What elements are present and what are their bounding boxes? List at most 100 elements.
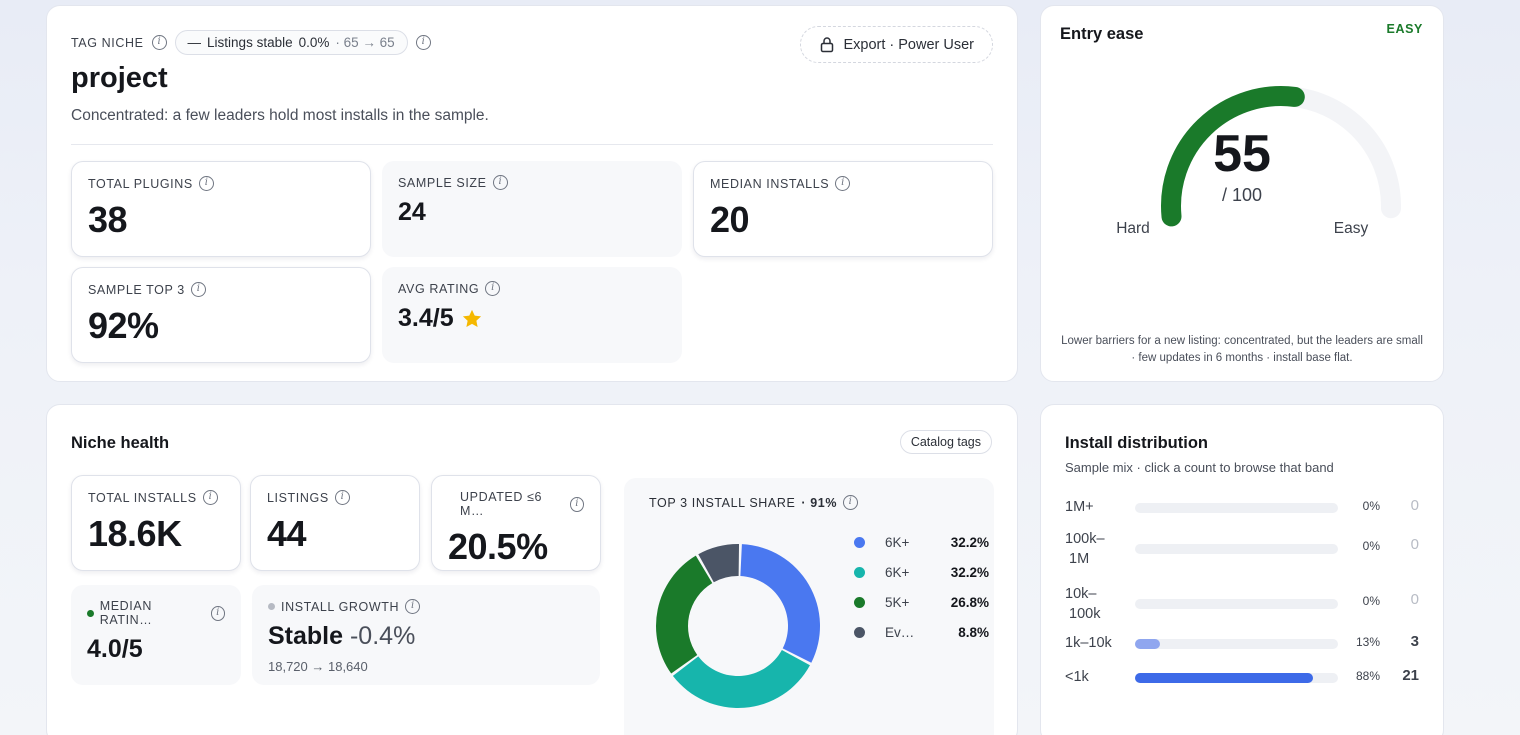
- donut-label: TOP 3 INSTALL SHARE: [649, 495, 796, 510]
- info-icon[interactable]: i: [415, 35, 431, 50]
- band-count-link[interactable]: 21: [1402, 667, 1419, 684]
- gauge-low-label: Hard: [1116, 220, 1150, 237]
- ease-badge: EASY: [1386, 22, 1423, 36]
- stat-label: TOTAL INSTALLS: [88, 490, 197, 505]
- entry-ease-card: Entry ease EASY 55 / 100 Hard Easy Lower…: [1040, 5, 1444, 382]
- info-icon[interactable]: i: [210, 605, 225, 621]
- stat-value: 24: [398, 198, 426, 226]
- info-icon[interactable]: i: [835, 176, 851, 191]
- donut-slice[interactable]: [740, 544, 820, 663]
- stat-install-growth: INSTALL GROWTH i Stable -0.4% 18,720 → 1…: [252, 585, 600, 685]
- stat-label: MEDIAN INSTALLS: [710, 176, 830, 191]
- donut-slice[interactable]: [656, 555, 713, 674]
- legend-swatch: [854, 596, 865, 608]
- stat-value: 4.0/5: [87, 635, 143, 663]
- band-label: <1k: [1065, 669, 1089, 685]
- install-share-donut: [656, 544, 820, 708]
- info-icon[interactable]: i: [151, 35, 167, 50]
- band-label: 1M+: [1065, 499, 1094, 515]
- gauge-score: 55: [1213, 125, 1271, 183]
- donut-slice[interactable]: [672, 649, 810, 708]
- legend-swatch: [854, 626, 865, 638]
- info-icon[interactable]: i: [190, 282, 206, 297]
- stat-value: 44: [267, 513, 307, 554]
- band-fill: [1135, 673, 1313, 683]
- pill-range: · 65 → 65: [335, 35, 395, 50]
- band-percent: 13%: [1355, 635, 1380, 649]
- tag-line: TAG NICHE i — Listings stable 0.0% · 65 …: [71, 30, 431, 55]
- stat-updated: UPDATED ≤6 M… i 20.5%: [431, 475, 601, 571]
- band-track: [1135, 599, 1338, 609]
- stat-value: 92%: [88, 305, 159, 346]
- band-track: [1135, 544, 1338, 554]
- top3-share-panel: TOP 3 INSTALL SHARE · 91% i 6K+ 32.2% 6K+ 3…: [624, 478, 994, 735]
- band-count-link[interactable]: 0: [1410, 591, 1419, 608]
- band-track: [1135, 673, 1338, 683]
- donut-value: · 91%: [801, 495, 838, 510]
- legend-item[interactable]: 6K+ 32.2%: [854, 527, 989, 557]
- band-track: [1135, 503, 1338, 513]
- band-percent: 0%: [1362, 594, 1380, 608]
- band-count-link[interactable]: 0: [1410, 497, 1419, 514]
- legend-value: 32.2%: [950, 534, 989, 550]
- stat-value: 20.5%: [448, 526, 548, 567]
- donut-legend: 6K+ 32.2% 6K+ 32.2% 5K+ 26.8% Ev… 8.8%: [854, 527, 989, 647]
- gauge-high-label: Easy: [1334, 220, 1369, 237]
- listings-trend-pill: — Listings stable 0.0% · 65 → 65: [174, 30, 408, 55]
- info-icon[interactable]: i: [485, 281, 501, 296]
- stat-value: 20: [710, 199, 750, 240]
- info-icon[interactable]: i: [202, 490, 218, 505]
- catalog-tags-button[interactable]: Catalog tags: [899, 430, 992, 454]
- star-icon: [462, 309, 481, 328]
- legend-swatch: [854, 536, 865, 548]
- stat-listings: LISTINGS i 44: [250, 475, 420, 571]
- info-icon[interactable]: i: [334, 490, 350, 505]
- pill-text: Listings stable: [207, 35, 293, 50]
- legend-value: 26.8%: [950, 594, 989, 610]
- legend-label: 6K+: [885, 564, 910, 580]
- export-label: Export · Power User: [843, 36, 974, 53]
- gauge-max: / 100: [1222, 185, 1262, 205]
- info-icon[interactable]: i: [198, 176, 214, 191]
- distribution-subtitle: Sample mix · click a count to browse tha…: [1065, 460, 1334, 475]
- stat-sample-top3: SAMPLE TOP 3 i 92%: [71, 267, 371, 363]
- legend-item[interactable]: Ev… 8.8%: [854, 617, 989, 647]
- legend-item[interactable]: 5K+ 26.8%: [854, 587, 989, 617]
- stat-label: SAMPLE SIZE: [398, 175, 487, 190]
- export-button[interactable]: Export · Power User: [800, 26, 993, 63]
- lock-icon: [821, 37, 834, 53]
- stat-avg-rating: AVG RATING i 3.4/5: [382, 267, 682, 363]
- stat-label: MEDIAN RATIN…: [99, 599, 153, 627]
- stat-value: 18.6K: [88, 513, 182, 554]
- status-dot: [268, 603, 275, 610]
- stat-median-rating: MEDIAN RATIN… i 4.0/5: [71, 585, 241, 685]
- install-distribution-card: Install distribution Sample mix · click …: [1040, 404, 1444, 735]
- stat-total-plugins: TOTAL PLUGINS i 38: [71, 161, 371, 257]
- growth-status: Stable: [268, 622, 344, 650]
- distribution-title: Install distribution: [1065, 434, 1208, 452]
- legend-item[interactable]: 6K+ 32.2%: [854, 557, 989, 587]
- band-count-link[interactable]: 3: [1410, 633, 1419, 650]
- legend-value: 32.2%: [950, 564, 989, 580]
- info-icon[interactable]: i: [843, 495, 859, 510]
- legend-value: 8.8%: [958, 624, 989, 640]
- stat-value: 3.4/5: [398, 304, 454, 332]
- info-icon[interactable]: i: [405, 599, 421, 614]
- dash-icon: —: [187, 35, 202, 50]
- stat-sample-size: SAMPLE SIZE i 24: [382, 161, 682, 257]
- tag-niche-label: TAG NICHE: [71, 35, 144, 50]
- stat-total-installs: TOTAL INSTALLS i 18.6K: [71, 475, 241, 571]
- pill-pct: 0.0%: [298, 35, 330, 50]
- donut-slice[interactable]: [698, 544, 740, 583]
- legend-label: 5K+: [885, 594, 910, 610]
- band-label: 1k–10k: [1065, 635, 1112, 651]
- stat-label: SAMPLE TOP 3: [88, 282, 185, 297]
- entry-ease-title: Entry ease: [1060, 25, 1144, 43]
- ease-gauge: 55 / 100 Hard Easy: [1116, 86, 1402, 237]
- info-icon[interactable]: i: [492, 175, 508, 190]
- info-icon[interactable]: i: [569, 496, 584, 512]
- band-count-link[interactable]: 0: [1410, 536, 1419, 553]
- ease-explanation: Lower barriers for a new listing: concen…: [1061, 335, 1423, 364]
- niche-description: Concentrated: a few leaders hold most in…: [71, 107, 489, 124]
- stat-label: TOTAL PLUGINS: [88, 176, 193, 191]
